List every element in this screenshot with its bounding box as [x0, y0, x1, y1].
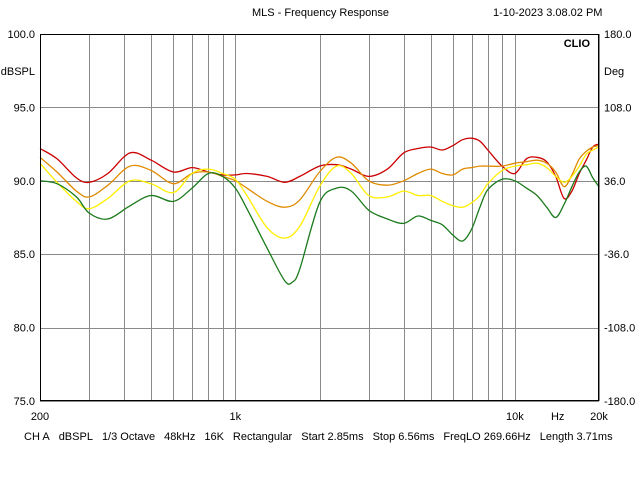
trace-orange	[39, 144, 600, 208]
footer-item: dBSPL	[58, 431, 93, 443]
footer-item: Start 2.85ms	[301, 431, 364, 443]
footer-item: 48kHz	[164, 431, 196, 443]
chart-title: MLS - Frequency Response	[252, 7, 389, 19]
y-tick-label: 80.0	[14, 323, 35, 335]
trace-red	[39, 137, 600, 200]
footer-item: Length 3.71ms	[539, 431, 613, 443]
clio-logo: CLIO	[564, 38, 591, 50]
measurement-settings: CH A dBSPL 1/3 Octave 48kHz 16K Rectangular St…	[24, 431, 622, 443]
y-tick-label: 95.0	[14, 102, 35, 114]
y-tick-label: 100.0	[7, 29, 35, 41]
footer-item: Stop 6.56ms	[372, 431, 435, 443]
series-layer	[39, 137, 600, 285]
timestamp: 1-10-2023 3.08.02 PM	[493, 7, 603, 19]
trace-yellow	[39, 146, 600, 239]
y-tick-label: 85.0	[14, 249, 35, 261]
y2-tick-label: 36.0	[604, 176, 625, 188]
x-tick-label: 20k	[590, 411, 608, 423]
y2-tick-label: -36.0	[604, 249, 629, 261]
y2-tick-label: 108.0	[604, 102, 632, 114]
x-tick-label: 1k	[230, 411, 242, 423]
y2-axis-label: Deg	[604, 66, 624, 78]
footer-item: 1/3 Octave	[101, 431, 156, 443]
plot-area	[40, 34, 599, 401]
x-tick-label: 10k	[506, 411, 524, 423]
x-tick-label: 200	[31, 411, 49, 423]
trace-green	[39, 165, 600, 285]
footer-item: CH A	[24, 431, 50, 443]
footer-item: Rectangular	[232, 431, 293, 443]
plot-frame	[40, 34, 599, 401]
axis-labels: 100.0 95.0 90.0 85.0 80.0 75.0 180.0 108.0 36.0 -…	[1, 29, 635, 423]
x-unit-label: Hz	[551, 411, 564, 423]
y2-tick-label: -180.0	[604, 396, 635, 408]
footer-item: 16K	[204, 431, 224, 443]
footer-item: FreqLO 269.66Hz	[443, 431, 531, 443]
y2-tick-label: 180.0	[604, 29, 632, 41]
grid	[40, 34, 600, 402]
y-tick-label: 75.0	[14, 396, 35, 408]
y-tick-label: 90.0	[14, 176, 35, 188]
y2-tick-label: -108.0	[604, 323, 635, 335]
y-axis-label: dBSPL	[1, 66, 35, 78]
